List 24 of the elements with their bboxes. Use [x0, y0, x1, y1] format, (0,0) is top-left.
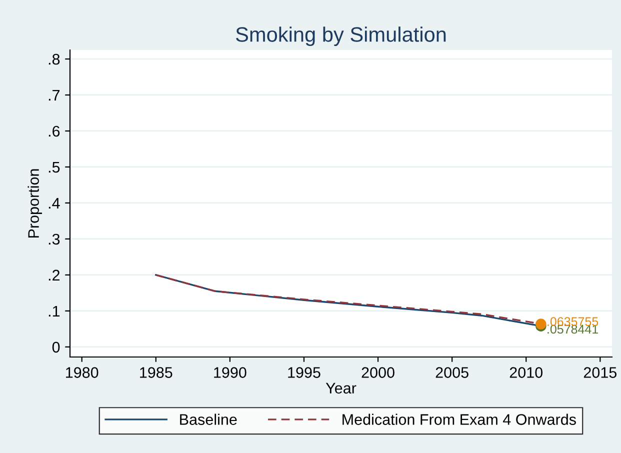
data-label: .0635755 [548, 317, 598, 326]
legend-label: Baseline [180, 414, 237, 425]
y-axis-title: Proportion [28, 169, 42, 238]
chart-title: Smoking by Simulation [236, 26, 446, 46]
x-tick-label: 1985 [140, 367, 172, 378]
y-tick-label: .4 [48, 198, 60, 208]
x-tick-label: 2000 [362, 367, 394, 378]
y-tick-label: .6 [48, 126, 60, 137]
y-tick-label: 0 [52, 342, 60, 353]
x-axis-title: Year [326, 382, 356, 394]
x-tick-label: 2015 [584, 367, 617, 378]
y-tick-label: .5 [48, 162, 60, 173]
x-tick-label: 1995 [288, 367, 320, 378]
data-label: .0578441 [548, 324, 598, 334]
x-tick-label: 1980 [66, 367, 98, 378]
y-tick-label: .3 [48, 234, 60, 245]
x-tick-label: 2005 [436, 367, 468, 378]
y-tick-label: .7 [48, 90, 60, 101]
y-tick-label: .1 [48, 306, 60, 316]
y-tick-label: .2 [48, 270, 60, 280]
x-tick-label: 1990 [214, 367, 246, 378]
legend-label: Medication From Exam 4 Onwards [342, 414, 576, 425]
y-tick-label: .8 [48, 54, 60, 65]
x-tick-label: 2010 [510, 367, 543, 378]
